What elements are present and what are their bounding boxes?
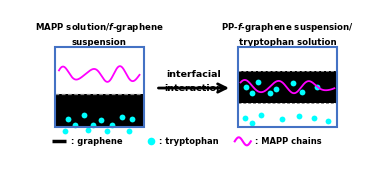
Bar	[54, 47, 144, 94]
Text: interfacial: interfacial	[166, 70, 221, 79]
Text: : graphene: : graphene	[71, 137, 122, 146]
Bar	[54, 47, 144, 127]
Text: tryptophan solution: tryptophan solution	[239, 38, 336, 47]
Bar	[54, 94, 144, 127]
Text: : MAPP chains: : MAPP chains	[255, 137, 321, 146]
Bar	[238, 47, 337, 71]
Text: PP-$\bfit{f}$-graphene suspension/: PP-$\bfit{f}$-graphene suspension/	[221, 21, 354, 34]
Text: suspension: suspension	[72, 38, 127, 47]
Bar	[238, 47, 337, 127]
Text: : tryptophan: : tryptophan	[159, 137, 218, 146]
Text: interaction: interaction	[164, 84, 223, 93]
Text: MAPP solution/$\bfit{f}$-graphene: MAPP solution/$\bfit{f}$-graphene	[35, 21, 164, 34]
Bar	[238, 71, 337, 103]
Bar	[238, 103, 337, 127]
